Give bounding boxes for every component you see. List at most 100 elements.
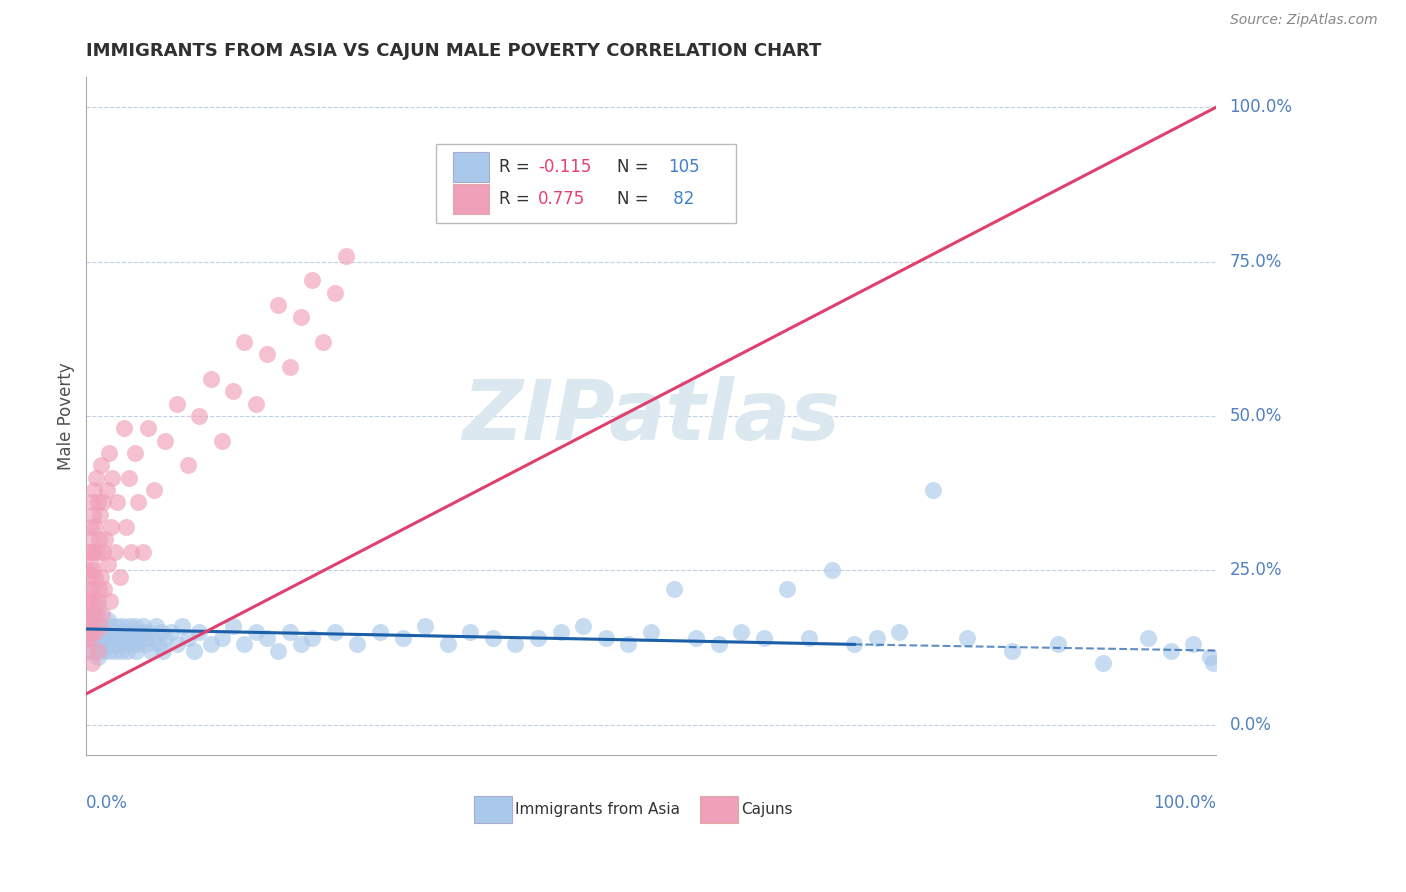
Point [177,631,200,645]
Text: Cajuns: Cajuns [741,802,793,816]
Text: 100.0%: 100.0% [1230,98,1292,117]
Point [83,625,105,640]
Point [211,434,233,448]
Point [152,643,174,657]
Text: ZIPatlas: ZIPatlas [463,376,839,457]
Text: IMMIGRANTS FROM ASIA VS CAJUN MALE POVERTY CORRELATION CHART: IMMIGRANTS FROM ASIA VS CAJUN MALE POVER… [86,42,821,60]
Point [101,471,124,485]
Point [75,607,97,621]
Point [183,643,205,657]
Point [505,637,527,651]
Point [752,631,775,645]
Point [79,607,101,621]
Point [105,637,128,651]
Point [114,631,136,645]
Point [89,631,111,645]
Point [1136,631,1159,645]
Point [108,569,131,583]
Point [233,334,256,349]
Point [86,649,108,664]
Text: -0.115: -0.115 [538,158,592,176]
Point [200,372,222,386]
Point [83,594,105,608]
FancyBboxPatch shape [700,796,738,822]
Point [75,631,97,645]
Point [866,631,889,645]
Point [79,631,101,645]
Point [256,631,278,645]
Point [640,625,662,640]
Point [82,508,104,522]
Point [368,625,391,640]
Point [160,625,183,640]
Point [98,594,121,608]
Point [96,637,118,651]
Point [1046,637,1069,651]
Point [108,631,131,645]
Point [1001,643,1024,657]
Point [617,637,640,651]
Point [98,619,121,633]
Point [129,625,152,640]
Point [135,637,157,651]
Text: 105: 105 [668,158,700,176]
Point [118,471,141,485]
Point [80,594,103,608]
Point [572,619,595,633]
Text: 100.0%: 100.0% [1153,795,1216,813]
Point [138,421,160,435]
Point [177,458,200,473]
Point [84,569,107,583]
Point [188,409,211,423]
Point [104,619,127,633]
Point [76,594,98,608]
Y-axis label: Male Poverty: Male Poverty [58,362,75,470]
Point [82,563,104,577]
Point [844,637,866,651]
Point [122,625,145,640]
Point [79,533,101,547]
Point [166,637,188,651]
Point [80,545,103,559]
Text: 82: 82 [668,190,695,208]
Point [436,637,458,651]
Point [121,637,143,651]
Point [267,643,290,657]
Point [155,631,177,645]
Point [103,545,125,559]
Point [127,495,149,509]
Point [83,545,105,559]
Point [90,569,112,583]
Point [527,631,550,645]
Point [550,625,572,640]
Point [148,637,170,651]
Point [91,495,114,509]
Point [79,569,101,583]
Point [110,643,132,657]
Point [145,619,167,633]
Text: 25.0%: 25.0% [1230,561,1282,579]
Point [391,631,413,645]
Point [124,619,146,633]
Point [90,637,112,651]
Point [87,533,110,547]
Point [290,310,312,325]
Point [312,334,335,349]
Point [84,637,107,651]
Point [138,625,160,640]
Point [114,520,136,534]
Point [97,446,120,460]
Point [1182,637,1205,651]
Point [323,285,346,300]
Point [91,545,114,559]
Point [222,619,245,633]
Point [86,643,108,657]
Point [77,625,100,640]
Point [662,582,685,596]
Point [100,520,122,534]
Point [77,619,100,633]
Text: Source: ZipAtlas.com: Source: ZipAtlas.com [1230,13,1378,28]
Point [89,508,111,522]
Point [80,656,103,670]
Point [730,625,752,640]
